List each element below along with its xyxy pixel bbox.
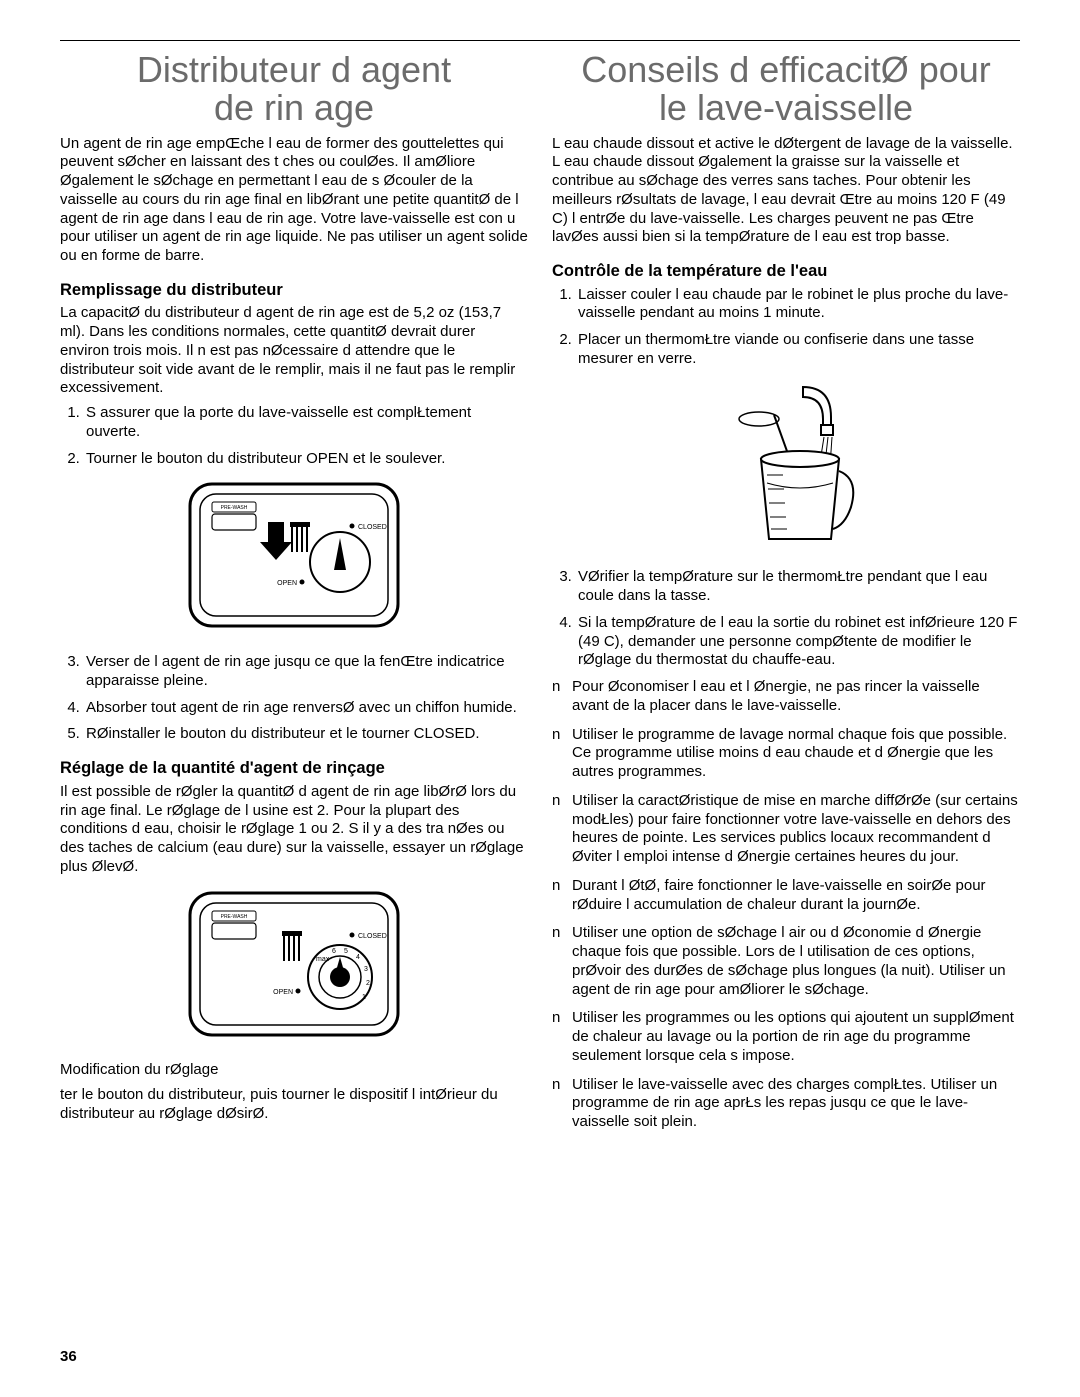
svg-text:max: max xyxy=(316,956,330,963)
dispenser-figure-2: PRE-WASH max 6 5 4 3 xyxy=(60,887,528,1048)
left-intro: Un agent de rin age empŒche l eau de for… xyxy=(60,135,528,266)
tip-7: nUtiliser le lave-vaisselle avec des cha… xyxy=(552,1076,1020,1132)
left-column: Distributeur d agent de rin age Un agent… xyxy=(60,51,528,1142)
modify-heading: Modification du rØglage xyxy=(60,1061,528,1080)
right-intro: L eau chaude dissout et active le dØterg… xyxy=(552,135,1020,248)
tip-1: nPour Øconomiser l eau et l Ønergie, ne … xyxy=(552,678,1020,716)
tip-6: nUtiliser les programmes ou les options … xyxy=(552,1009,1020,1065)
temp-step-1: Laisser couler l eau chaude par le robin… xyxy=(576,286,1020,324)
svg-text:CLOSED: CLOSED xyxy=(358,933,387,940)
thermometer-cup-figure xyxy=(552,379,1020,555)
fill-dispenser-heading: Remplissage du distributeur xyxy=(60,280,528,301)
open-label: OPEN xyxy=(277,580,297,587)
adjust-heading: Réglage de la quantité d'agent de rinçag… xyxy=(60,758,528,779)
fill-step-5: RØinstaller le bouton du distributeur et… xyxy=(84,725,528,744)
svg-text:6: 6 xyxy=(332,948,336,955)
efficiency-tips: nPour Øconomiser l eau et l Ønergie, ne … xyxy=(552,678,1020,1132)
svg-text:5: 5 xyxy=(344,948,348,955)
svg-text:1: 1 xyxy=(362,994,366,1001)
svg-text:3: 3 xyxy=(364,966,368,973)
prewash-label: PRE-WASH xyxy=(221,505,248,511)
temp-steps-cont: VØrifier la tempØrature sur le thermomŁt… xyxy=(552,568,1020,670)
fill-step-3: Verser de l agent de rin age jusqu ce qu… xyxy=(84,653,528,691)
svg-text:4: 4 xyxy=(356,954,360,961)
two-column-layout: Distributeur d agent de rin age Un agent… xyxy=(60,51,1020,1142)
temp-check-heading: Contrôle de la température de l'eau xyxy=(552,261,1020,282)
title-line2: de rin age xyxy=(214,87,374,128)
temp-step-4: Si la tempØrature de l eau la sortie du … xyxy=(576,614,1020,670)
tip-5: nUtiliser une option de sØchage l air ou… xyxy=(552,924,1020,999)
svg-text:2: 2 xyxy=(366,980,370,987)
title-line1: Conseils d efficacitØ pour xyxy=(581,49,991,90)
tip-4: nDurant l ØtØ, faire fonctionner le lave… xyxy=(552,877,1020,915)
svg-text:PRE-WASH: PRE-WASH xyxy=(221,914,248,920)
top-rule xyxy=(60,40,1020,41)
title-line1: Distributeur d agent xyxy=(137,49,451,90)
left-main-title: Distributeur d agent de rin age xyxy=(60,51,528,127)
closed-label: CLOSED xyxy=(358,524,387,531)
fill-step-2: Tourner le bouton du distributeur OPEN e… xyxy=(84,450,528,469)
fill-steps-list-cont: Verser de l agent de rin age jusqu ce qu… xyxy=(60,653,528,744)
adjust-para: Il est possible de rØgler la quantitØ d … xyxy=(60,783,528,877)
right-main-title: Conseils d efficacitØ pour le lave-vaiss… xyxy=(552,51,1020,127)
tip-2: nUtiliser le programme de lavage normal … xyxy=(552,726,1020,782)
dispenser-figure-1: PRE-WASH CLOSED xyxy=(60,478,528,639)
fill-step-4: Absorber tout agent de rin age renversØ … xyxy=(84,699,528,718)
temp-steps: Laisser couler l eau chaude par le robin… xyxy=(552,286,1020,369)
temp-step-3: VØrifier la tempØrature sur le thermomŁt… xyxy=(576,568,1020,606)
fill-steps-list: S assurer que la porte du lave-vaisselle… xyxy=(60,404,528,468)
temp-step-2: Placer un thermomŁtre viande ou confiser… xyxy=(576,331,1020,369)
modify-para: ter le bouton du distributeur, puis tour… xyxy=(60,1086,528,1124)
svg-text:OPEN: OPEN xyxy=(273,989,293,996)
fill-step-1: S assurer que la porte du lave-vaisselle… xyxy=(84,404,528,442)
fill-dispenser-para: La capacitØ du distributeur d agent de r… xyxy=(60,304,528,398)
right-column: Conseils d efficacitØ pour le lave-vaiss… xyxy=(552,51,1020,1142)
title-line2: le lave-vaisselle xyxy=(659,87,913,128)
page-number: 36 xyxy=(60,1348,77,1367)
tip-3: nUtiliser la caractØristique de mise en … xyxy=(552,792,1020,867)
